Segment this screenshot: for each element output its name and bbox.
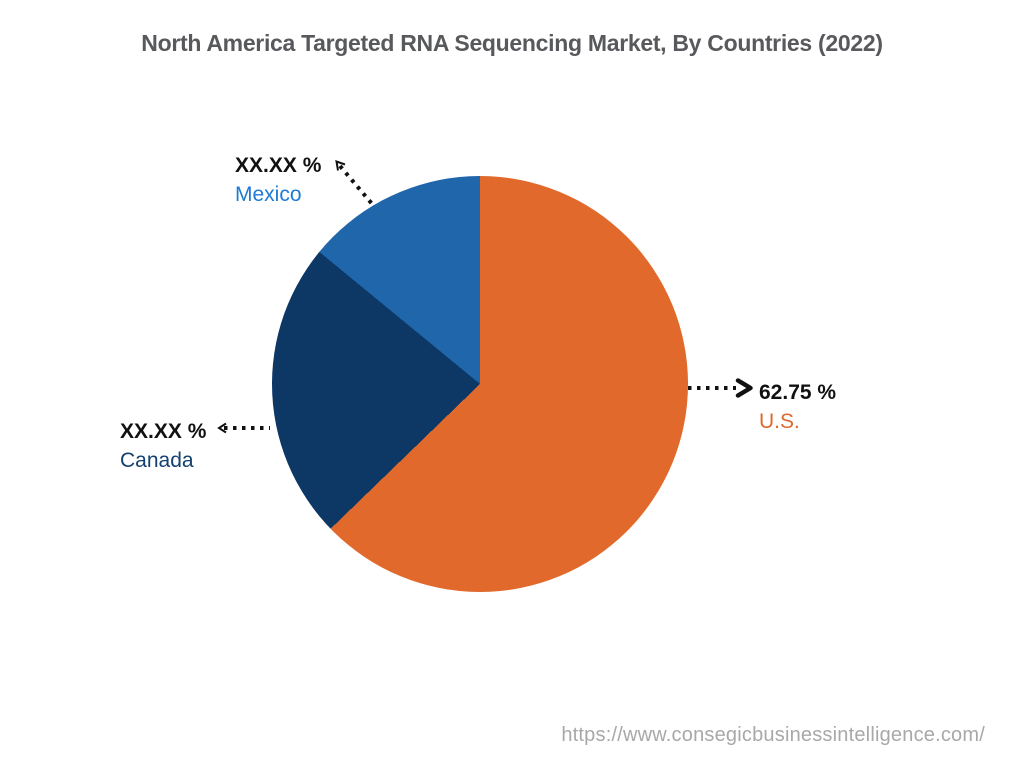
us-country-name: U.S. <box>759 410 800 433</box>
arrowhead-us-icon <box>735 378 753 398</box>
watermark-url: https://www.consegicbusinessintelligence… <box>561 724 985 746</box>
canada-country-name: Canada <box>120 449 194 472</box>
slice-label-us: 62.75 % U.S. <box>759 378 836 436</box>
mexico-country-name: Mexico <box>235 183 302 206</box>
slice-label-canada: XX.XX % Canada <box>120 417 206 475</box>
arrowhead-canada-icon <box>217 422 227 434</box>
us-value: 62.75 % <box>759 381 837 404</box>
chart-title: North America Targeted RNA Sequencing Ma… <box>141 30 883 56</box>
leader-line-mexico <box>338 164 375 207</box>
pie-chart <box>272 176 688 592</box>
slice-label-mexico: XX.XX % Mexico <box>235 151 321 209</box>
canada-value: XX.XX % <box>120 420 207 443</box>
mexico-value: XX.XX % <box>235 154 322 177</box>
arrowhead-mexico-icon <box>335 159 346 171</box>
